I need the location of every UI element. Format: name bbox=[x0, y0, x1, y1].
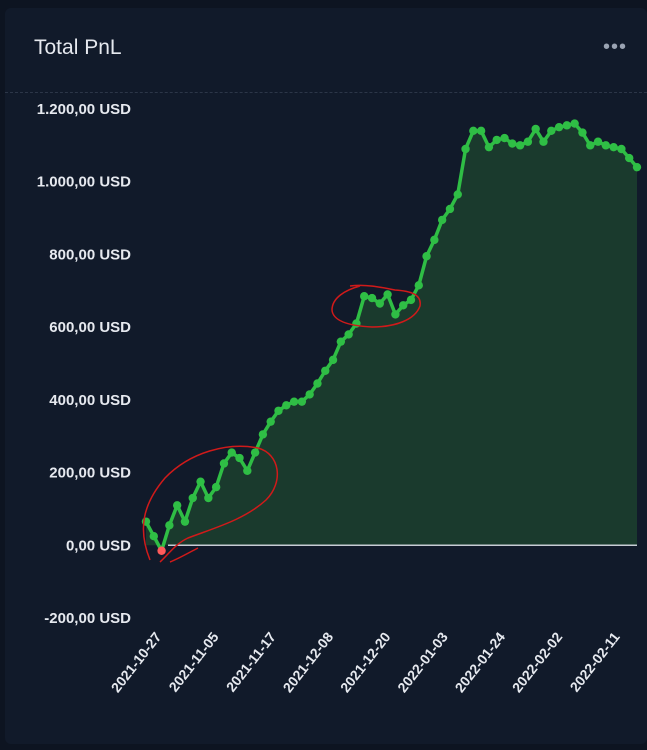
data-point[interactable] bbox=[204, 493, 213, 503]
data-point[interactable] bbox=[539, 137, 548, 146]
data-point[interactable] bbox=[367, 293, 377, 303]
data-point[interactable] bbox=[172, 501, 182, 510]
data-point[interactable] bbox=[453, 190, 462, 199]
data-point[interactable] bbox=[554, 122, 564, 132]
data-point[interactable] bbox=[500, 133, 509, 143]
data-point[interactable] bbox=[180, 517, 190, 526]
x-tick-label: 2022-02-11 bbox=[567, 629, 623, 695]
data-point[interactable] bbox=[243, 466, 252, 475]
data-point[interactable] bbox=[344, 330, 353, 339]
x-tick-label: 2021-11-17 bbox=[223, 629, 279, 695]
data-point[interactable] bbox=[469, 126, 478, 136]
annotation-circle-2 bbox=[331, 284, 421, 328]
header-divider bbox=[5, 92, 647, 93]
data-point[interactable] bbox=[188, 493, 197, 503]
data-point[interactable] bbox=[406, 295, 416, 305]
data-point[interactable] bbox=[297, 397, 307, 406]
x-tick-label: 2022-01-03 bbox=[394, 629, 451, 695]
y-tick-label: 1.200,00 USD bbox=[37, 101, 131, 118]
pnl-area-fill bbox=[146, 123, 637, 551]
data-point[interactable] bbox=[196, 477, 205, 486]
data-point[interactable] bbox=[492, 135, 501, 145]
y-tick-label: 0,00 USD bbox=[66, 537, 131, 554]
hand-drawn-annotations bbox=[142, 284, 421, 563]
data-point[interactable] bbox=[235, 453, 244, 463]
data-point[interactable] bbox=[593, 137, 603, 146]
x-tick-label: 2021-11-05 bbox=[165, 629, 221, 695]
y-tick-label: -200,00 USD bbox=[44, 610, 131, 627]
y-tick-label: 1.000,00 USD bbox=[37, 174, 131, 191]
card-title: Total PnL bbox=[34, 36, 122, 59]
y-tick-label: 600,00 USD bbox=[49, 319, 131, 336]
data-point[interactable] bbox=[282, 401, 291, 410]
data-point[interactable] bbox=[398, 301, 408, 310]
data-point[interactable] bbox=[430, 235, 439, 245]
data-point[interactable] bbox=[157, 546, 166, 555]
x-tick-label: 2021-12-20 bbox=[337, 629, 394, 695]
data-point[interactable] bbox=[515, 141, 525, 150]
x-tick-label: 2022-02-02 bbox=[509, 629, 566, 695]
data-point[interactable] bbox=[258, 430, 268, 439]
x-tick-label: 2022-01-24 bbox=[451, 629, 508, 695]
data-point[interactable] bbox=[547, 126, 556, 136]
data-point[interactable] bbox=[360, 292, 369, 301]
data-point[interactable] bbox=[437, 215, 447, 225]
data-point[interactable] bbox=[586, 141, 595, 150]
data-point[interactable] bbox=[625, 153, 634, 163]
data-point[interactable] bbox=[219, 459, 229, 468]
data-point[interactable] bbox=[508, 139, 517, 148]
data-point[interactable] bbox=[601, 141, 611, 150]
data-point[interactable] bbox=[328, 355, 338, 365]
data-point[interactable] bbox=[336, 337, 346, 346]
data-point[interactable] bbox=[375, 299, 385, 308]
data-point[interactable] bbox=[461, 144, 470, 154]
y-tick-label: 400,00 USD bbox=[49, 392, 131, 409]
data-point[interactable] bbox=[391, 310, 400, 319]
data-point[interactable] bbox=[313, 379, 322, 388]
data-point[interactable] bbox=[165, 521, 174, 530]
annotation-circle-1 bbox=[142, 445, 279, 563]
data-point[interactable] bbox=[484, 142, 494, 152]
y-tick-label: 800,00 USD bbox=[49, 246, 131, 263]
data-point[interactable] bbox=[632, 162, 642, 172]
data-point[interactable] bbox=[476, 126, 486, 136]
x-tick-label: 2021-10-27 bbox=[108, 629, 165, 695]
data-point[interactable] bbox=[305, 390, 314, 399]
data-point[interactable] bbox=[422, 252, 431, 261]
data-point[interactable] bbox=[570, 119, 579, 128]
data-point[interactable] bbox=[211, 482, 221, 492]
x-tick-label: 2021-12-08 bbox=[280, 629, 337, 695]
data-point[interactable] bbox=[445, 204, 455, 214]
data-point[interactable] bbox=[274, 406, 283, 415]
data-point[interactable] bbox=[578, 128, 587, 137]
data-point[interactable] bbox=[609, 142, 618, 152]
data-point[interactable] bbox=[321, 366, 330, 375]
data-point[interactable] bbox=[289, 397, 299, 406]
y-tick-label: 200,00 USD bbox=[49, 465, 131, 482]
data-point[interactable] bbox=[149, 531, 158, 541]
pnl-series-line bbox=[144, 121, 639, 553]
data-point[interactable] bbox=[523, 137, 533, 146]
data-point[interactable] bbox=[266, 417, 275, 426]
data-point[interactable] bbox=[562, 121, 572, 130]
data-point[interactable] bbox=[414, 281, 423, 290]
data-point[interactable] bbox=[250, 448, 260, 457]
data-point[interactable] bbox=[617, 144, 626, 154]
data-point[interactable] bbox=[531, 124, 540, 134]
data-point[interactable] bbox=[227, 448, 236, 457]
data-point[interactable] bbox=[383, 290, 392, 299]
